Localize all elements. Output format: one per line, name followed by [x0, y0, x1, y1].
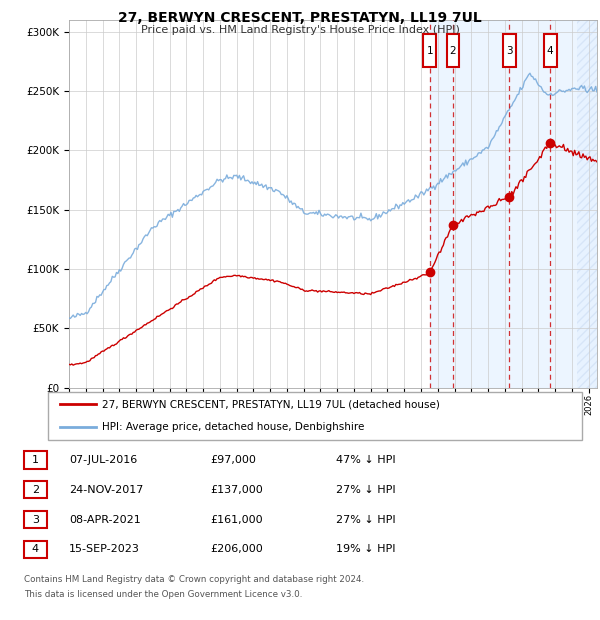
Text: £137,000: £137,000 [210, 485, 263, 495]
Text: 27, BERWYN CRESCENT, PRESTATYN, LL19 7UL: 27, BERWYN CRESCENT, PRESTATYN, LL19 7UL [118, 11, 482, 25]
Text: This data is licensed under the Open Government Licence v3.0.: This data is licensed under the Open Gov… [24, 590, 302, 600]
Text: Price paid vs. HM Land Registry's House Price Index (HPI): Price paid vs. HM Land Registry's House … [140, 25, 460, 35]
Bar [577, 20, 597, 387]
Text: 27% ↓ HPI: 27% ↓ HPI [336, 485, 395, 495]
Text: 4: 4 [32, 544, 39, 554]
Bar [503, 34, 515, 68]
Text: 3: 3 [32, 515, 39, 525]
Text: 2: 2 [449, 46, 456, 56]
Text: 27, BERWYN CRESCENT, PRESTATYN, LL19 7UL (detached house): 27, BERWYN CRESCENT, PRESTATYN, LL19 7UL… [102, 399, 440, 409]
Text: 1: 1 [32, 455, 39, 465]
Text: £206,000: £206,000 [210, 544, 263, 554]
Bar [424, 34, 436, 68]
Text: 15-SEP-2023: 15-SEP-2023 [69, 544, 140, 554]
Bar [430, 20, 597, 387]
Text: £161,000: £161,000 [210, 515, 263, 525]
Text: Contains HM Land Registry data © Crown copyright and database right 2024.: Contains HM Land Registry data © Crown c… [24, 575, 364, 585]
Text: 4: 4 [547, 46, 554, 56]
Bar [446, 34, 459, 68]
Text: 24-NOV-2017: 24-NOV-2017 [69, 485, 143, 495]
Text: 19% ↓ HPI: 19% ↓ HPI [336, 544, 395, 554]
Text: 2: 2 [32, 485, 39, 495]
Text: 47% ↓ HPI: 47% ↓ HPI [336, 455, 395, 465]
Text: HPI: Average price, detached house, Denbighshire: HPI: Average price, detached house, Denb… [102, 422, 364, 432]
Text: 07-JUL-2016: 07-JUL-2016 [69, 455, 137, 465]
Text: 08-APR-2021: 08-APR-2021 [69, 515, 141, 525]
Text: 27% ↓ HPI: 27% ↓ HPI [336, 515, 395, 525]
Bar [544, 34, 557, 68]
Text: 1: 1 [427, 46, 433, 56]
Text: £97,000: £97,000 [210, 455, 256, 465]
Text: 3: 3 [506, 46, 512, 56]
